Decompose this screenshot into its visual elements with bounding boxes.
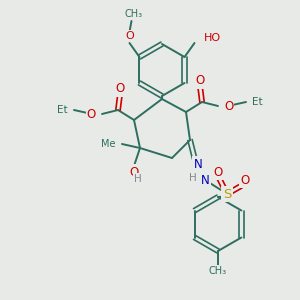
Text: HO: HO [203,33,220,43]
Text: S: S [223,188,231,200]
Text: O: O [87,107,96,121]
Text: CH₃: CH₃ [209,266,227,276]
Text: N: N [201,173,209,187]
Text: O: O [116,82,124,95]
Text: H: H [134,174,142,184]
Text: O: O [240,173,250,187]
Text: Me: Me [101,139,116,149]
Text: O: O [195,74,205,88]
Text: Et: Et [57,105,68,115]
Text: Et: Et [252,97,262,107]
Text: O: O [125,31,134,41]
Text: CH₃: CH₃ [124,9,142,19]
Text: O: O [213,166,223,178]
Text: N: N [194,158,202,170]
Text: O: O [224,100,233,112]
Text: O: O [129,166,139,178]
Text: H: H [189,173,197,183]
